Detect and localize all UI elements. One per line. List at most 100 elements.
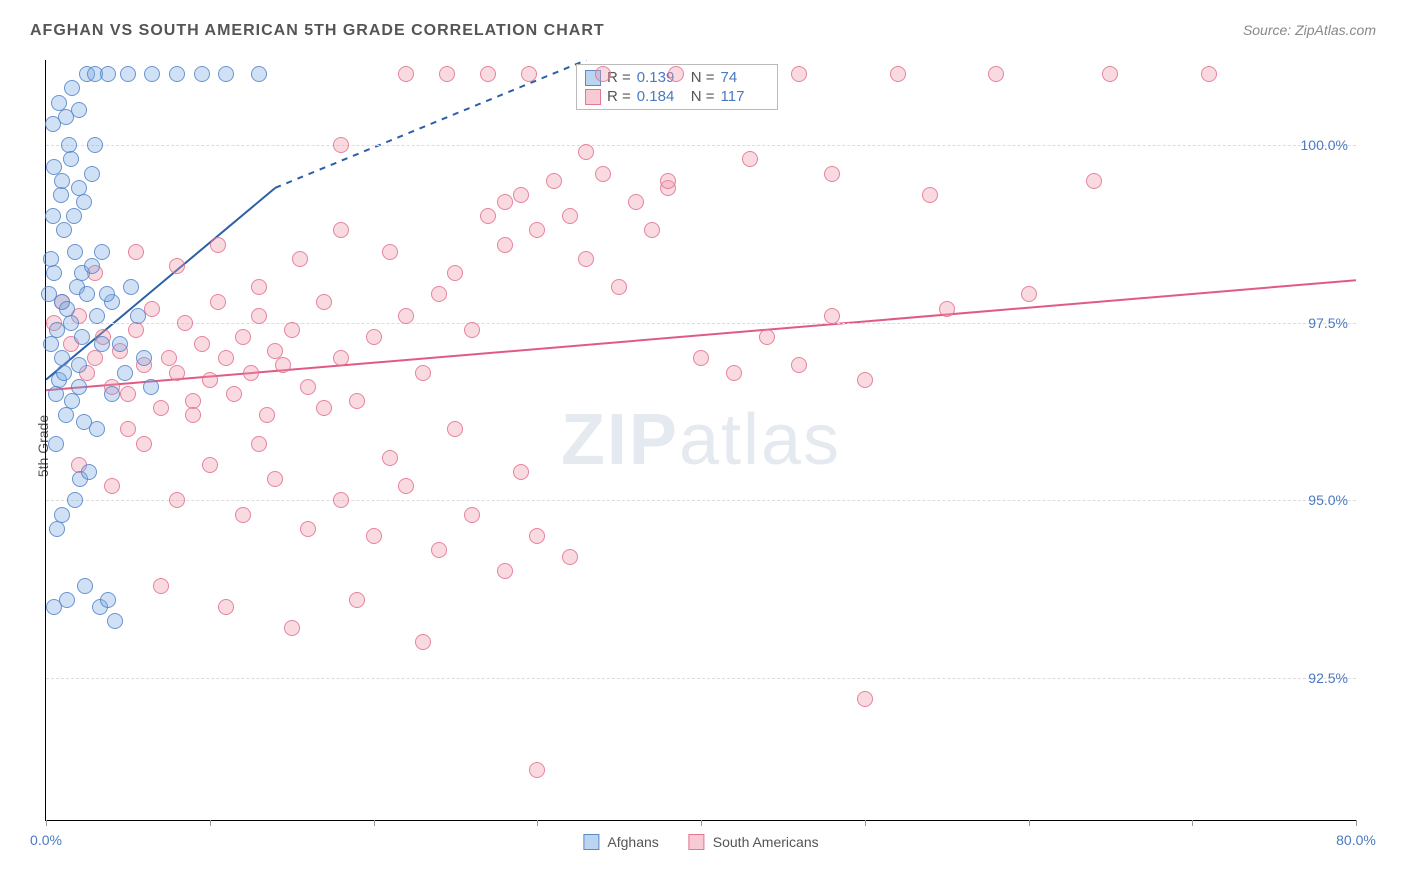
legend-item-afghans: Afghans <box>583 834 658 850</box>
swatch-icon <box>689 834 705 850</box>
scatter-point-south-american <box>349 592 365 608</box>
scatter-point-south-american <box>333 492 349 508</box>
scatter-point-south-american <box>398 478 414 494</box>
scatter-point-south-american <box>939 301 955 317</box>
scatter-point-south-american <box>169 258 185 274</box>
scatter-point-afghan <box>107 613 123 629</box>
scatter-point-afghan <box>53 187 69 203</box>
x-tick <box>537 820 538 826</box>
scatter-point-afghan <box>120 66 136 82</box>
x-tick <box>210 820 211 826</box>
scatter-point-south-american <box>398 66 414 82</box>
scatter-point-south-american <box>300 379 316 395</box>
scatter-point-afghan <box>71 357 87 373</box>
y-tick-label: 97.5% <box>1308 315 1348 331</box>
scatter-point-south-american <box>529 528 545 544</box>
watermark-zip: ZIP <box>561 400 679 480</box>
scatter-point-afghan <box>71 379 87 395</box>
scatter-point-south-american <box>202 457 218 473</box>
scatter-point-south-american <box>562 549 578 565</box>
scatter-point-south-american <box>235 329 251 345</box>
scatter-point-south-american <box>578 144 594 160</box>
scatter-point-south-american <box>284 620 300 636</box>
scatter-point-afghan <box>94 336 110 352</box>
scatter-point-south-american <box>464 507 480 523</box>
scatter-point-south-american <box>660 173 676 189</box>
scatter-point-afghan <box>218 66 234 82</box>
scatter-point-afghan <box>104 386 120 402</box>
legend-item-south-americans: South Americans <box>689 834 819 850</box>
stat-r-value: 0.184 <box>637 88 685 105</box>
scatter-point-south-american <box>922 187 938 203</box>
scatter-point-south-american <box>275 357 291 373</box>
scatter-point-south-american <box>628 194 644 210</box>
scatter-point-south-american <box>366 329 382 345</box>
scatter-point-afghan <box>169 66 185 82</box>
scatter-point-afghan <box>56 222 72 238</box>
scatter-point-south-american <box>439 66 455 82</box>
scatter-point-afghan <box>194 66 210 82</box>
scatter-point-afghan <box>48 436 64 452</box>
scatter-point-south-american <box>382 244 398 260</box>
scatter-point-afghan <box>59 592 75 608</box>
scatter-point-south-american <box>513 464 529 480</box>
scatter-point-afghan <box>74 329 90 345</box>
scatter-point-afghan <box>58 407 74 423</box>
scatter-point-south-american <box>316 400 332 416</box>
scatter-point-south-american <box>218 599 234 615</box>
scatter-point-south-american <box>668 66 684 82</box>
scatter-point-afghan <box>99 286 115 302</box>
scatter-point-south-american <box>87 350 103 366</box>
scatter-point-south-american <box>546 173 562 189</box>
watermark: ZIPatlas <box>561 399 841 481</box>
scatter-point-afghan <box>100 66 116 82</box>
scatter-point-south-american <box>153 578 169 594</box>
scatter-point-south-american <box>210 294 226 310</box>
scatter-point-afghan <box>81 464 97 480</box>
x-tick <box>46 820 47 826</box>
scatter-point-south-american <box>218 350 234 366</box>
scatter-point-south-american <box>562 208 578 224</box>
scatter-point-afghan <box>94 244 110 260</box>
scatter-point-south-american <box>480 66 496 82</box>
scatter-point-south-american <box>128 244 144 260</box>
scatter-point-afghan <box>56 365 72 381</box>
stat-n-label: N = <box>691 69 715 86</box>
scatter-point-afghan <box>84 166 100 182</box>
scatter-point-afghan <box>84 258 100 274</box>
scatter-point-south-american <box>333 222 349 238</box>
scatter-point-south-american <box>742 151 758 167</box>
scatter-point-south-american <box>104 478 120 494</box>
scatter-point-afghan <box>89 308 105 324</box>
scatter-point-afghan <box>79 286 95 302</box>
scatter-point-south-american <box>251 436 267 452</box>
scatter-point-south-american <box>693 350 709 366</box>
scatter-point-south-american <box>333 350 349 366</box>
scatter-point-south-american <box>300 521 316 537</box>
swatch-icon <box>585 89 601 105</box>
x-tick <box>1192 820 1193 826</box>
scatter-point-south-american <box>251 308 267 324</box>
scatter-point-south-american <box>169 365 185 381</box>
scatter-point-afghan <box>43 336 59 352</box>
scatter-point-south-american <box>185 407 201 423</box>
scatter-point-afghan <box>87 137 103 153</box>
scatter-point-afghan <box>64 80 80 96</box>
scatter-point-afghan <box>54 507 70 523</box>
scatter-point-south-american <box>169 492 185 508</box>
scatter-point-south-american <box>120 421 136 437</box>
scatter-point-afghan <box>144 66 160 82</box>
stat-n-value: 74 <box>721 69 769 86</box>
scatter-point-south-american <box>267 471 283 487</box>
swatch-icon <box>583 834 599 850</box>
scatter-point-afghan <box>143 379 159 395</box>
scatter-point-afghan <box>45 208 61 224</box>
scatter-point-south-american <box>824 166 840 182</box>
scatter-point-south-american <box>259 407 275 423</box>
scatter-point-afghan <box>67 244 83 260</box>
x-tick <box>374 820 375 826</box>
scatter-point-south-american <box>759 329 775 345</box>
gridline <box>46 145 1356 146</box>
legend-label: Afghans <box>607 834 658 850</box>
scatter-point-south-american <box>644 222 660 238</box>
